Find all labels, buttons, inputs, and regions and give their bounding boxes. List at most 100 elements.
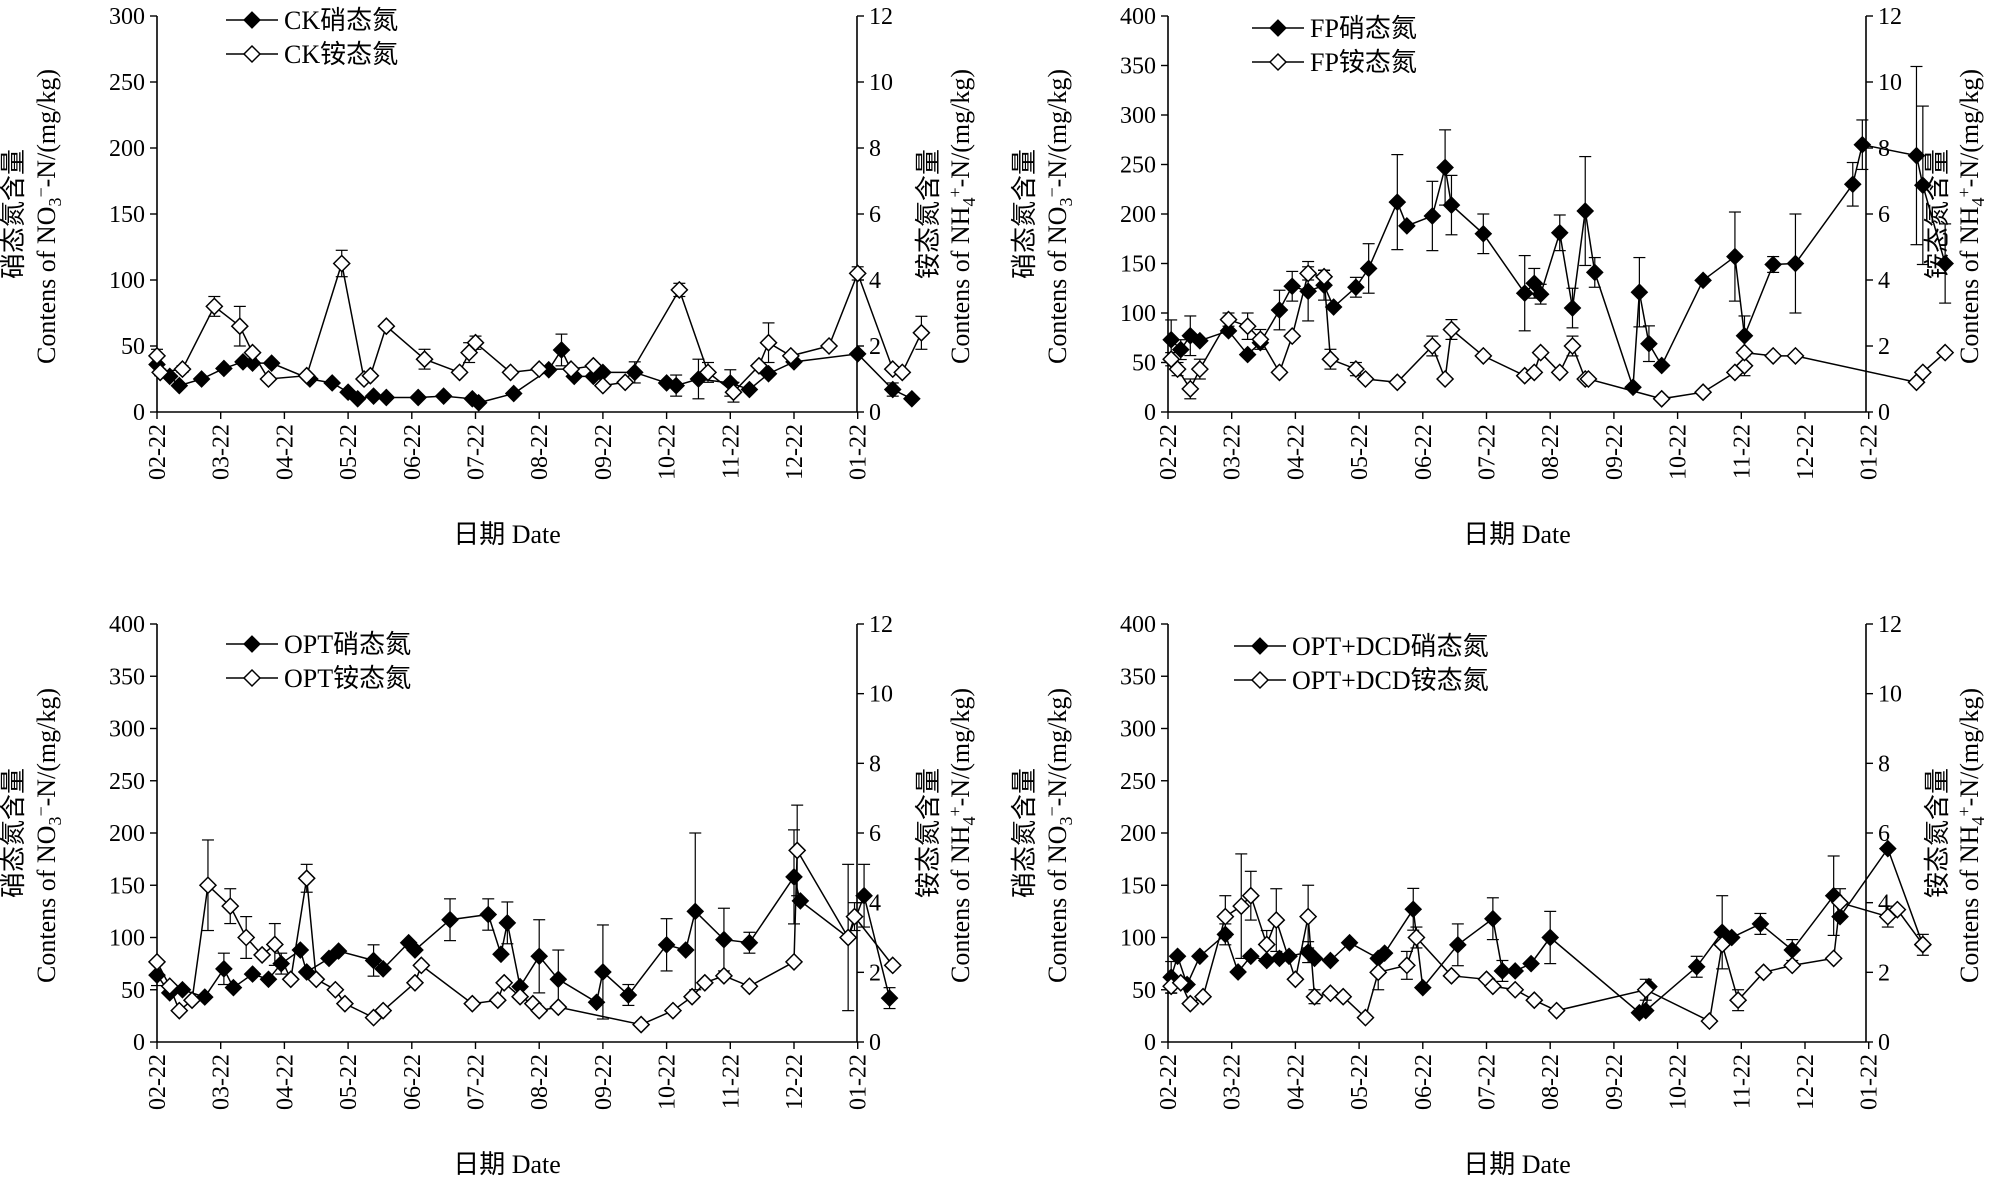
data-point [1563,299,1582,317]
left-axis-tick-label: 150 [1120,873,1156,899]
data-point [1168,947,1187,966]
left-axis-title-cn: 硝态氮含量 [1010,149,1039,279]
data-point [839,928,858,947]
data-point [1299,907,1318,926]
data-point [1474,346,1493,365]
data-point [549,998,568,1017]
series-line [1170,847,1924,1015]
data-point [1764,255,1782,274]
data-point [1585,263,1604,282]
data-point [561,360,581,379]
data-point [215,359,233,378]
data-point [412,956,431,975]
left-axis-title: Contens of NO3−-N/(mg/kg) [1042,688,1076,983]
data-point [374,1001,393,1020]
left-axis-tick-label: 300 [109,4,145,30]
right-axis-tick-label: 12 [1878,4,1902,30]
data-point [160,977,179,996]
data-point [1347,278,1365,297]
x-axis-tick-label: 12-22 [1793,424,1819,480]
data-point [1219,310,1238,329]
data-point [1321,951,1340,970]
data-point [1630,283,1649,302]
data-point [377,317,396,336]
left-axis-tick-label: 100 [1120,926,1156,952]
data-point [170,1001,189,1020]
x-axis-tick-label: 01-22 [846,1054,872,1110]
data-point [740,977,759,996]
data-point [848,264,867,283]
data-point [224,978,243,997]
data-point [1515,284,1534,303]
x-axis-tick-label: 10-22 [1666,1054,1692,1110]
data-point [323,374,342,392]
data-point [297,366,316,385]
data-point [1907,146,1926,165]
right-axis-tick-label: 8 [869,751,881,777]
x-axis-tick-label: 06-22 [400,424,426,480]
data-point [724,383,743,402]
legend-label: OPT硝态氮 [284,630,411,659]
data-point [1563,336,1582,356]
data-point [530,360,549,379]
data-point [1913,935,1932,954]
data-point [1397,956,1416,975]
series-ammonium [1162,853,1932,1031]
left-axis-title-cn: 硝态氮含量 [1010,768,1039,898]
data-point [1346,360,1365,379]
data-point [1888,900,1907,919]
data-point [1232,897,1251,916]
data-point [759,364,778,383]
series-ammonium [1162,264,1955,408]
data-point [855,886,873,905]
left-axis-tick-label: 0 [1144,1030,1156,1056]
data-point [243,965,262,983]
right-axis-tick-label: 12 [869,612,893,638]
data-point [221,897,240,916]
legend-label: FP硝态氮 [1310,14,1417,43]
data-point [479,905,498,924]
data-point [1636,1001,1655,1020]
left-axis-title: Contens of NO3−-N/(mg/kg) [1042,69,1076,364]
data-point [883,956,902,975]
data-point [198,876,218,895]
data-point [1448,935,1467,954]
data-point [670,280,689,299]
data-point [1525,274,1544,293]
left-axis-tick-label: 400 [109,612,145,638]
data-point [883,380,902,399]
data-point [243,343,262,362]
panel-opt: 0 50 100 150 200 250 300 350 400 0 2 4 6 8 10 12 02-22 03… [0,612,979,1179]
data-point [1786,254,1805,273]
data-point [1700,1012,1719,1031]
data-point [450,363,469,382]
data-point [1321,350,1340,369]
right-axis-title-cn: 铵态氮含量 [1923,768,1952,898]
data-point [1713,935,1732,954]
data-point [151,363,170,382]
data-point [1407,928,1426,947]
data-point [495,973,514,992]
data-point [819,336,839,356]
data-point [594,963,612,981]
data-point [1191,947,1209,966]
x-axis-tick-label: 11-22 [1729,1054,1755,1109]
data-point [1369,963,1388,982]
x-axis-tick-label: 06-22 [1411,424,1437,480]
legend-marker [242,44,262,64]
series-nitrate [1162,65,1954,397]
data-point [715,930,733,949]
data-point [749,356,769,375]
x-axis-tick-label: 05-22 [1347,1054,1373,1110]
data-point [498,914,517,932]
x-axis-tick-label: 05-22 [336,424,362,480]
x-axis-tick-label: 08-22 [527,1054,553,1110]
data-point [1280,947,1298,966]
data-point [1726,247,1744,266]
data-point [1388,373,1407,392]
data-point [1913,363,1932,382]
data-point [1162,330,1181,349]
left-axis-title-cn: 硝态氮含量 [0,149,28,279]
data-point [1270,301,1289,319]
x-axis-tick-label: 06-22 [400,1054,426,1110]
